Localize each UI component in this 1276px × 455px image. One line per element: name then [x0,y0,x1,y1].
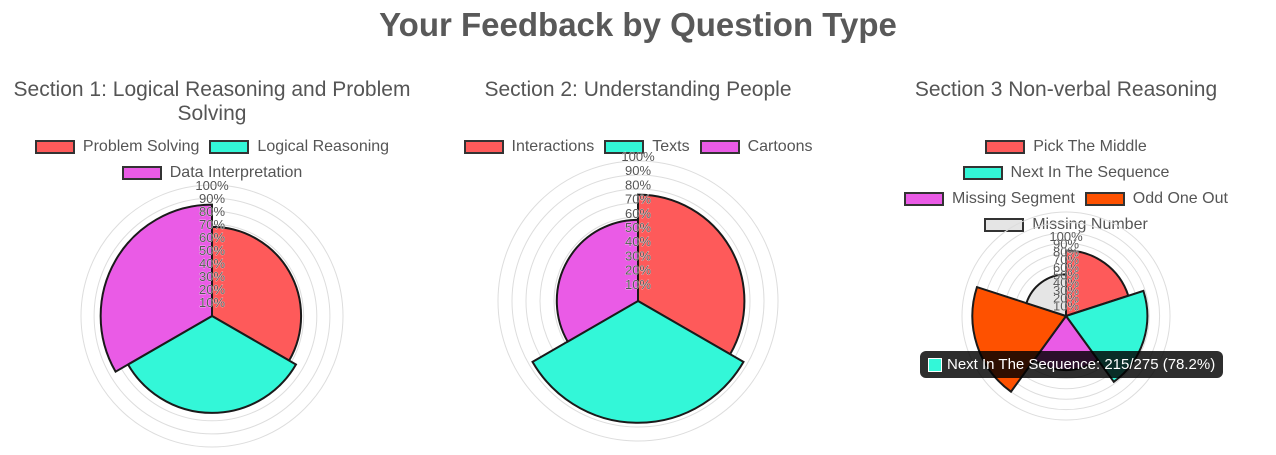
tick-label: 60% [625,206,651,221]
tick-label: 100% [195,178,229,193]
grid-ring [93,197,331,435]
chart-legend: Pick The Middle Next In The Sequence Mis… [856,134,1276,238]
section-1-chart-panel: Section 1: Logical Reasoning and Problem… [2,70,422,455]
polar-wedge[interactable] [531,299,745,424]
tick-label: 70% [1053,252,1079,267]
tick-label: 100% [621,149,655,164]
legend-item-cartoons[interactable]: Cartoons [699,138,813,156]
legend-swatch [604,140,645,154]
tick-label: 20% [199,282,225,297]
tick-label: 80% [199,204,225,219]
section-2-chart-panel: Section 2: Understanding People Interact… [428,70,848,455]
tick-label: 20% [1053,291,1079,306]
chart-title: Section 1: Logical Reasoning and Problem… [13,78,411,125]
polar-wedge[interactable] [637,193,746,356]
legend-swatch [463,140,504,154]
tick-label: 40% [199,256,225,271]
tick-label: 30% [199,269,225,284]
chart-legend: Interactions Texts Cartoons [428,134,848,160]
tick-label: 90% [199,191,225,206]
tick-label: 50% [1053,268,1079,283]
polar-wedge[interactable] [99,203,213,374]
grid-ring [961,211,1171,421]
legend-label: Interactions [511,138,595,155]
polar-wedge[interactable] [1065,249,1130,318]
legend-item-missing-segment[interactable]: Missing Segment [904,190,1075,208]
page-title: Your Feedback by Question Type [379,6,897,43]
tick-label: 20% [625,263,651,278]
legend-swatch [985,140,1026,154]
grid-ring [511,174,765,428]
chart-title: Section 3 Non-verbal Reasoning [914,78,1218,101]
tick-label: 40% [1053,275,1079,290]
tooltip-swatch [928,357,942,372]
legend-item-data-interpretation[interactable]: Data Interpretation [121,164,303,182]
tick-label: 50% [625,220,651,235]
legend-item-texts[interactable]: Texts [604,138,690,156]
legend-label: Missing Number [1032,216,1148,233]
legend-label: Cartoons [747,138,813,155]
tick-label: 40% [625,234,651,249]
polar-wedge[interactable] [211,225,303,362]
tick-label: 60% [1053,260,1079,275]
tick-label: 70% [199,217,225,232]
tick-label: 90% [625,163,651,178]
polar-wedge[interactable] [555,218,639,343]
legend-label: Next In The Sequence [1010,164,1170,181]
legend-swatch [904,192,945,206]
legend-swatch [1084,192,1125,206]
tick-label: 30% [1053,283,1079,298]
legend-item-odd-one-out[interactable]: Odd One Out [1084,190,1228,208]
tick-label: 70% [625,192,651,207]
chart-legend: Problem Solving Logical Reasoning Data I… [2,134,422,186]
legend-swatch [699,140,740,154]
tick-label: 80% [1053,244,1079,259]
legend-swatch [121,166,162,180]
tooltip-label: Next In The Sequence: 215/275 (78.2%) [947,356,1216,373]
legend-item-interactions[interactable]: Interactions [463,138,595,156]
tick-label: 100% [1049,229,1083,244]
polar-wedge[interactable] [1025,273,1067,318]
legend-swatch [984,218,1025,232]
legend-item-logical-reasoning[interactable]: Logical Reasoning [209,138,389,156]
legend-label: Pick The Middle [1033,138,1147,155]
legend-swatch [209,140,250,154]
tick-label: 50% [199,243,225,258]
legend-item-problem-solving[interactable]: Problem Solving [34,138,200,156]
legend-label: Odd One Out [1132,190,1228,207]
tick-label: 10% [1053,298,1079,313]
legend-item-pick-the-middle[interactable]: Pick The Middle [985,138,1147,156]
tick-label: 60% [199,230,225,245]
tick-label: 30% [625,248,651,263]
grid-ring [80,184,344,448]
polar-area-chart: 10%20%30%40%50%60%70%80%90%100% [961,211,1171,421]
polar-area-chart: 10%20%30%40%50%60%70%80%90%100% [497,149,779,442]
legend-swatch [962,166,1003,180]
legend-label: Missing Segment [952,190,1075,207]
chart-tooltip: Next In The Sequence: 215/275 (78.2%) [920,351,1224,378]
grid-ring [497,160,779,442]
legend-item-next-in-the-sequence[interactable]: Next In The Sequence [962,164,1170,182]
legend-item-missing-number[interactable]: Missing Number [984,216,1148,234]
legend-label: Data Interpretation [169,164,303,181]
tick-label: 10% [625,277,651,292]
legend-swatch [34,140,75,154]
tick-label: 10% [199,295,225,310]
legend-label: Logical Reasoning [257,138,390,155]
tick-label: 90% [1053,237,1079,252]
polar-area-chart: 10%20%30%40%50%60%70%80%90%100% [80,178,344,448]
legend-label: Texts [652,138,690,155]
legend-label: Problem Solving [82,138,200,155]
tick-label: 80% [625,177,651,192]
chart-title: Section 2: Understanding People [484,78,792,101]
section-3-chart-panel: Section 3 Non-verbal Reasoning Pick The … [856,70,1276,455]
polar-wedge[interactable] [126,314,298,414]
